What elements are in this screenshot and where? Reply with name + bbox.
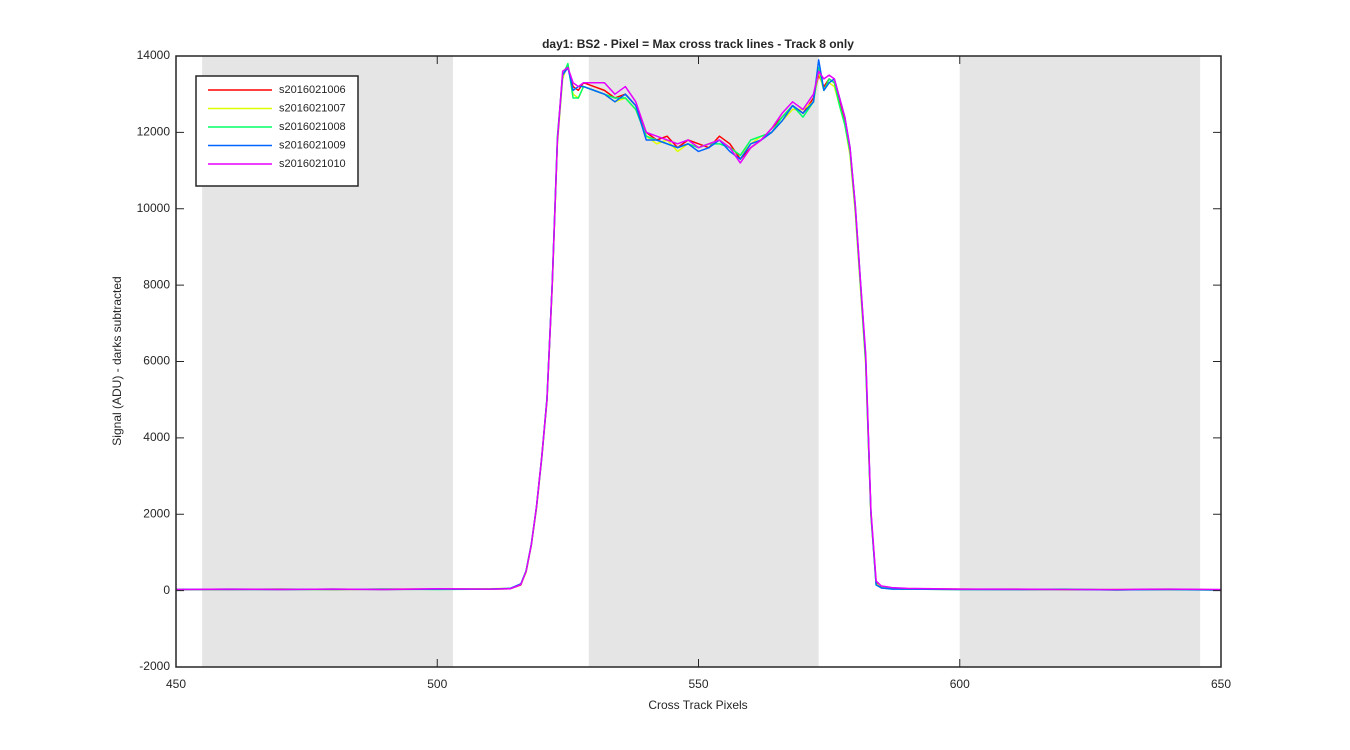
legend-label: s2016021006 [279,84,346,96]
x-tick-label: 600 [950,677,970,691]
shaded-region [588,56,819,667]
y-tick-label: 4000 [143,430,170,444]
legend-box [195,75,359,187]
y-tick-label: 2000 [143,506,170,520]
y-tick-label: 14000 [137,48,171,62]
x-tick-label: 650 [1211,677,1231,691]
y-tick-label: 6000 [143,354,170,368]
y-tick-label: -2000 [139,659,170,673]
legend: s2016021006 s2016021007 s2016021008 s201602… [195,75,359,187]
x-tick-label: 550 [688,677,708,691]
shaded-region [959,56,1201,667]
legend-label: s2016021009 [279,139,346,151]
data-line [175,66,1222,591]
y-tick-label: 0 [163,583,170,597]
legend-label: s2016021008 [279,121,346,133]
y-tick-label: 12000 [137,125,171,139]
legend-label: s2016021010 [279,158,346,170]
y-axis-label: Signal (ADU) - darks subtracted [110,276,124,445]
x-tick-label: 500 [427,677,447,691]
chart-title: day1: BS2 - Pixel = Max cross track line… [542,37,854,51]
y-tick-label: 8000 [143,277,170,291]
legend-label: s2016021007 [279,102,346,114]
x-tick-label: 450 [166,677,186,691]
y-tick-label: 10000 [137,201,171,215]
x-axis-label: Cross Track Pixels [648,698,747,712]
